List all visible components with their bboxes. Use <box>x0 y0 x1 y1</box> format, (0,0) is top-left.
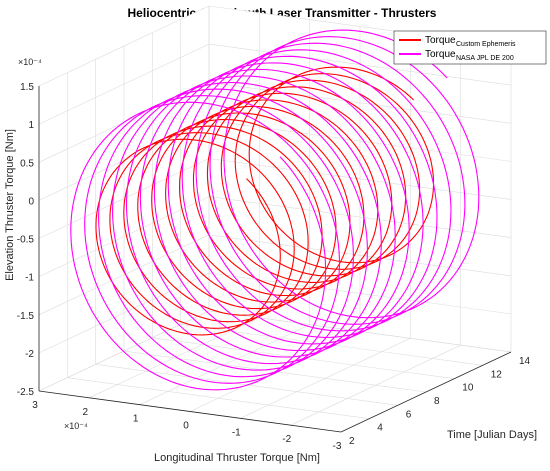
grid-line-y <box>208 82 512 124</box>
y-tick-label: -1 <box>25 273 34 284</box>
legend-sub-custom: Custom Ephemeris <box>456 41 516 48</box>
grid-line-y <box>208 196 512 238</box>
y-tick-label: -2 <box>25 349 34 360</box>
x-axis-line <box>38 390 342 433</box>
z-tick-label: 2 <box>349 436 355 447</box>
tick-labels: 3210-1-2-31.510.50-0.5-1-1.5-2-2.5246810… <box>17 82 531 452</box>
y-exponent-label: ×10⁻⁴ <box>18 57 42 67</box>
grid-line-y <box>208 43 512 86</box>
y-tick-label: -1.5 <box>17 311 35 322</box>
z-tick-label: 4 <box>377 423 383 434</box>
legend: Torque Custom Ephemeris Torque NASA JPL … <box>393 30 547 65</box>
x-tick-label: -1 <box>232 427 241 438</box>
legend-sub-jpl: NASA JPL DE 200 <box>456 55 514 62</box>
y-tick-label: -2.5 <box>17 387 35 398</box>
x-tick-label: 0 <box>183 421 189 432</box>
legend-label-custom: Torque <box>425 35 456 46</box>
legend-label-jpl: Torque <box>425 49 456 60</box>
z-tick-label: 12 <box>491 369 503 380</box>
z-axis-line <box>340 351 512 433</box>
series-group <box>70 29 480 391</box>
x-axis-label: Longitudinal Thruster Torque [Nm] <box>154 452 320 464</box>
x-tick-label: -3 <box>333 441 342 452</box>
y-axis-label: Elevation Thruster Torque [Nm] <box>4 129 16 281</box>
series-line-1 <box>70 29 480 391</box>
series-line-0 <box>95 66 435 336</box>
z-tick-label: 10 <box>462 383 474 394</box>
z-axis-label: Time [Julian Days] <box>447 429 537 441</box>
z-tick-label: 8 <box>434 396 440 407</box>
grid-line-y <box>208 120 512 162</box>
legend-box <box>393 30 547 65</box>
grid-line-y <box>208 234 512 277</box>
y-tick-label: 0 <box>28 196 34 207</box>
y-tick-label: 0.5 <box>20 158 34 169</box>
grid-line-y <box>208 158 512 200</box>
y-tick-label: 1.5 <box>20 82 34 93</box>
y-tick-label: -0.5 <box>17 235 35 246</box>
grid-line-z <box>67 377 370 419</box>
z-tick-label: 6 <box>406 409 412 420</box>
x-tick-label: -2 <box>282 434 291 445</box>
z-tick-label: 14 <box>519 356 531 367</box>
y-tick-label: 1 <box>28 120 34 131</box>
x-tick-label: 3 <box>32 400 38 411</box>
x-exponent-label: ×10⁻⁴ <box>64 421 88 431</box>
x-tick-label: 2 <box>83 407 89 418</box>
x-tick-label: 1 <box>133 414 139 425</box>
